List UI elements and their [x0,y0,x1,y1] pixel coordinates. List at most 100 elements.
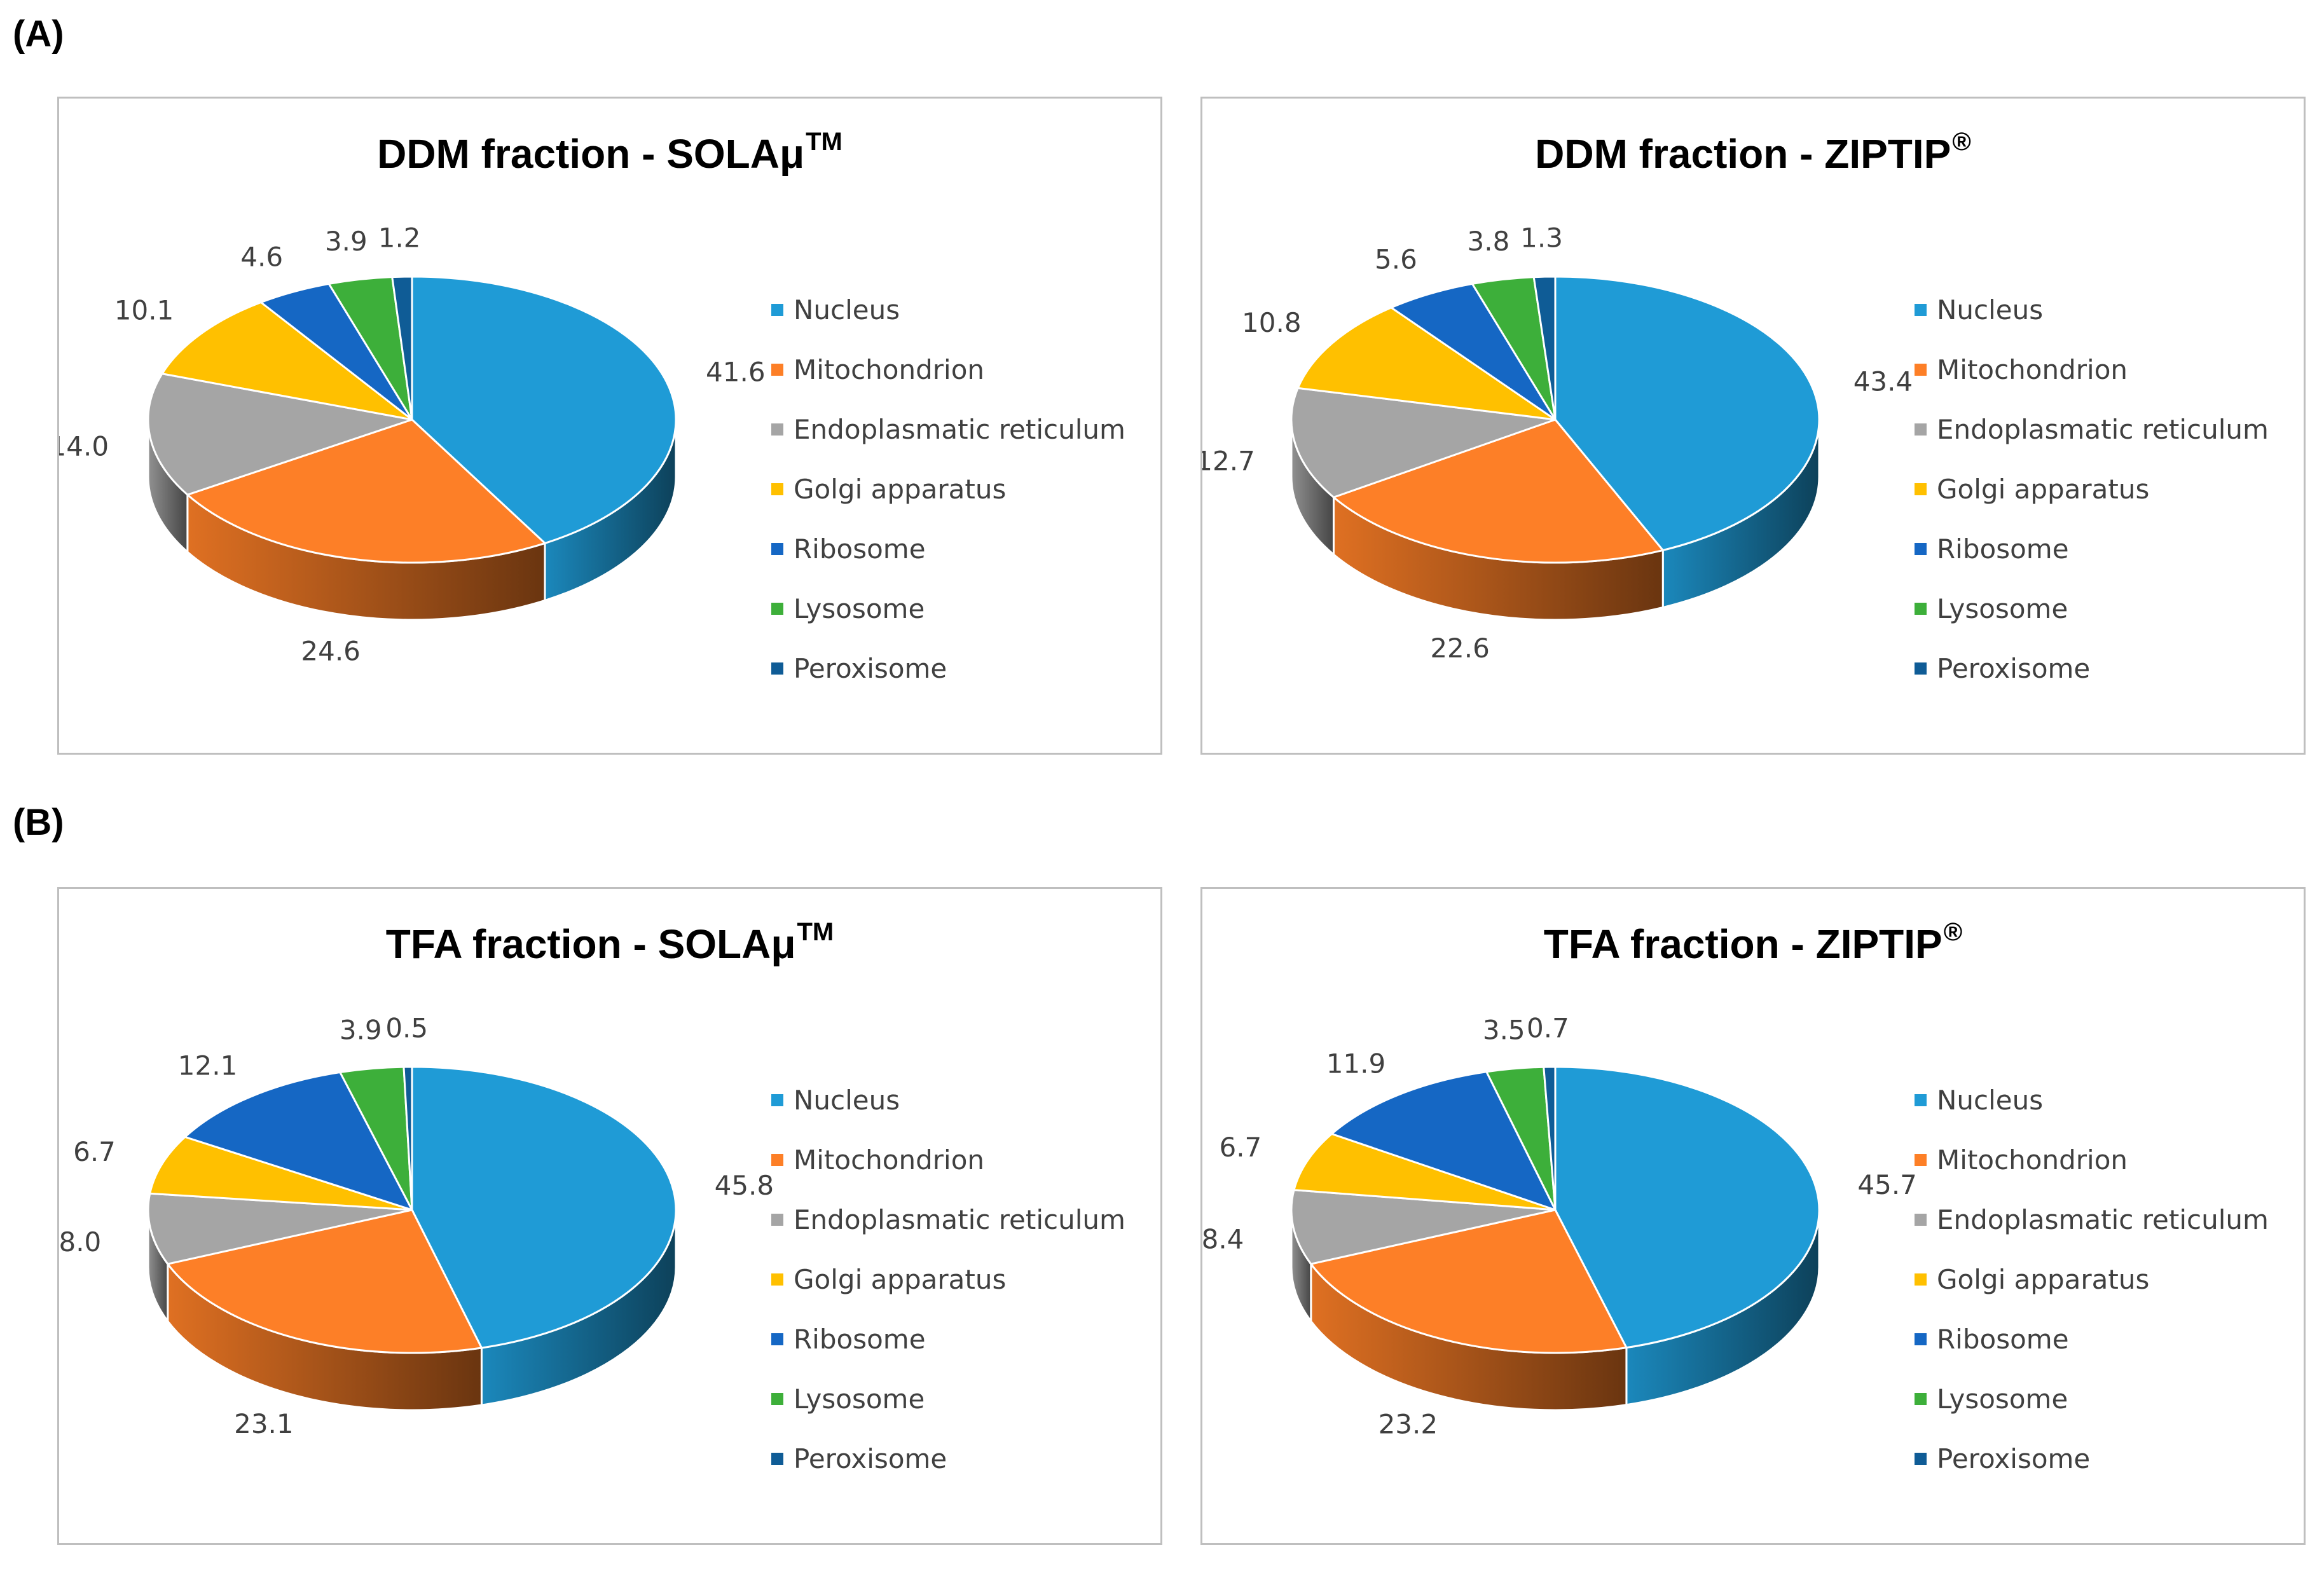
pie-slice-nucleus [1554,275,1820,552]
pie-slice-peroxisome [1532,275,1557,420]
legend-label: Ribosome [794,1323,926,1355]
legend-item-mitochondrion: Mitochondrion [1915,340,2290,399]
pie-slice-ribosome [183,1071,415,1212]
pie-slice-endoplasmatic-reticulum [1290,1189,1556,1265]
chart-panel-ddm-solamu: DDM fraction - SOLAμTM 41.6 24.6 14.0 10.1 4.… [57,97,1162,755]
pie-slice-mitochondrion [166,1209,483,1354]
legend-swatch [1915,1153,1927,1166]
value-label-nucleus: 45.7 [1857,1169,1917,1200]
chart-panel-tfa-solamu: TFA fraction - SOLAμTM 45.8 23.1 8.0 6.7 12.1… [57,887,1162,1545]
pie-slices [147,275,677,564]
value-label-ribosome: 12.1 [178,1050,238,1081]
legend-label: Endoplasmatic reticulum [1937,413,2269,445]
pie-slices [147,1066,677,1354]
legend-label: Mitochondrion [1937,1144,2128,1176]
value-label-mitochondrion: 23.2 [1379,1409,1438,1440]
legend-swatch [1915,1273,1927,1286]
legend-swatch [1915,1213,1927,1226]
value-label-nucleus: 41.6 [706,356,766,387]
legend-swatch [771,303,783,316]
legend-label: Nucleus [1937,294,2044,326]
legend-swatch [771,602,783,615]
value-label-peroxisome: 1.3 [1520,222,1563,253]
value-label-endoplasmatic-reticulum: 8.0 [59,1226,101,1258]
pie-slices [1290,275,1820,564]
legend-item-endoplasmatic-reticulum: Endoplasmatic reticulum [1915,399,2290,459]
legend-item-nucleus: Nucleus [771,280,1146,340]
legend-swatch [1915,303,1927,316]
legend-swatch [1915,1452,1927,1465]
legend-item-golgi-apparatus: Golgi apparatus [1915,1249,2290,1309]
pie-slice-mitochondrion [185,418,547,564]
legend-swatch [771,1094,783,1106]
pie-slice-golgi-apparatus [1293,1132,1556,1211]
chart-title: TFA fraction - SOLAμTM [59,918,1160,968]
value-label-endoplasmatic-reticulum: 14.0 [59,430,109,462]
pie-chart: 41.6 24.6 14.0 10.1 4.6 3.9 1.2 [59,222,766,667]
legend-swatch [771,662,783,675]
legend-item-endoplasmatic-reticulum: Endoplasmatic reticulum [771,1190,1146,1249]
pie-chart: 43.4 22.6 12.7 10.8 5.6 3.8 1.3 [1202,222,1913,664]
value-label-golgi-apparatus: 6.7 [1219,1132,1262,1163]
value-label-endoplasmatic-reticulum: 12.7 [1202,446,1255,477]
legend-label: Endoplasmatic reticulum [794,1204,1125,1235]
pie-slice-nucleus [411,1066,677,1349]
legend-item-golgi-apparatus: Golgi apparatus [771,459,1146,519]
pie-slice-ribosome [1330,1071,1557,1212]
chart-legend: Nucleus Mitochondrion Endoplasmatic reticu… [1915,1070,2290,1488]
legend-item-nucleus: Nucleus [1915,280,2290,340]
pie-value-labels: 45.7 23.2 8.4 6.7 11.9 3.5 0.7 [1202,1012,1917,1439]
legend-swatch [771,1452,783,1465]
chart-legend: Nucleus Mitochondrion Endoplasmatic reticu… [771,280,1146,698]
legend-label: Nucleus [794,1084,900,1116]
pie-slice-golgi-apparatus [148,1135,413,1211]
pie-slice-golgi-apparatus [1296,306,1556,421]
legend-label: Golgi apparatus [1937,1263,2150,1295]
chart-title: TFA fraction - ZIPTIP® [1202,918,2304,968]
legend-swatch [771,1273,783,1286]
legend-swatch [771,1213,783,1226]
chart-title: DDM fraction - ZIPTIP® [1202,128,2304,177]
pie-slice-peroxisome [1543,1066,1557,1211]
legend-item-nucleus: Nucleus [1915,1070,2290,1130]
legend-item-nucleus: Nucleus [771,1070,1146,1130]
chart-title-superscript: TM [806,128,842,156]
legend-label: Lysosome [794,593,925,624]
legend-item-peroxisome: Peroxisome [1915,638,2290,698]
legend-label: Lysosome [794,1383,925,1415]
legend-swatch [771,423,783,436]
legend-item-lysosome: Lysosome [1915,579,2290,638]
value-label-mitochondrion: 24.6 [301,636,361,667]
legend-item-golgi-apparatus: Golgi apparatus [1915,459,2290,519]
legend-label: Endoplasmatic reticulum [794,413,1125,445]
legend-label: Nucleus [794,294,900,326]
chart-title-superscript: ® [1952,128,1971,156]
value-label-lysosome: 3.9 [340,1015,382,1046]
legend-item-ribosome: Ribosome [1915,519,2290,579]
legend-swatch [771,542,783,555]
value-label-peroxisome: 1.2 [378,222,421,253]
value-label-nucleus: 45.8 [715,1170,774,1201]
pie-slice-ribosome [1389,282,1557,421]
chart-title-text: TFA fraction - SOLAμ [385,921,796,967]
pie-slice-mitochondrion [1331,418,1665,564]
legend-swatch [1915,662,1927,675]
section-label-a: (A) [13,13,64,55]
value-label-nucleus: 43.4 [1853,366,1913,397]
legend-item-peroxisome: Peroxisome [1915,1429,2290,1488]
value-label-golgi-apparatus: 10.1 [114,294,174,326]
legend-item-ribosome: Ribosome [771,1309,1146,1369]
pie-slice-nucleus [411,275,677,545]
legend-item-lysosome: Lysosome [771,579,1146,638]
pie-slice-peroxisome [391,275,413,420]
legend-label: Peroxisome [794,1443,947,1474]
legend-label: Golgi apparatus [794,1263,1007,1295]
pie-value-labels: 45.8 23.1 8.0 6.7 12.1 3.9 0.5 [59,1012,774,1439]
legend-label: Ribosome [794,533,926,565]
legend-label: Peroxisome [1937,1443,2091,1474]
legend-swatch [1915,542,1927,555]
value-label-lysosome: 3.8 [1468,226,1510,257]
pie-chart: 45.8 23.1 8.0 6.7 12.1 3.9 0.5 [59,1012,774,1439]
chart-legend: Nucleus Mitochondrion Endoplasmatic reticu… [1915,280,2290,698]
pie-slices [1290,1066,1820,1354]
